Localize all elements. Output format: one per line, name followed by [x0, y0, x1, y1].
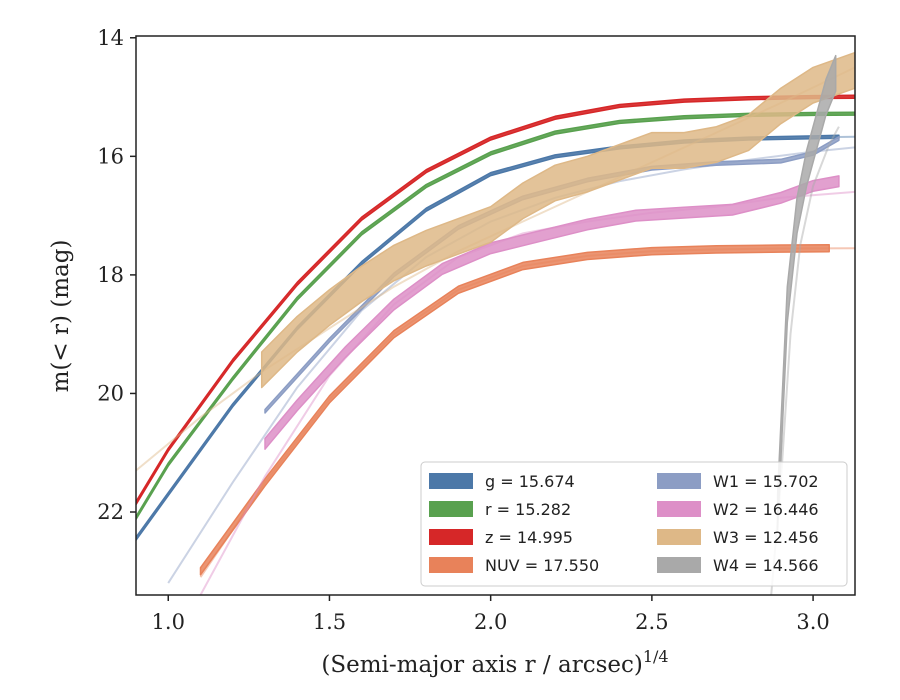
- profile-band-1: [136, 111, 855, 521]
- tick-layer: 1.0 1.5 2.0 2.5 3.0 14 16 18 20 22: [97, 26, 830, 634]
- legend-swatch-2: [429, 529, 473, 545]
- profile-band-7: [776, 54, 837, 531]
- y-tick-label: 20: [97, 381, 124, 405]
- profile-band-2: [136, 94, 855, 506]
- y-axis-label: m(< r) (mag): [48, 240, 74, 393]
- legend-box: [420, 461, 848, 587]
- x-tick-label: 2.0: [474, 610, 507, 634]
- series-6: [136, 51, 855, 472]
- profile-band-6: [260, 51, 855, 389]
- legend-label-5: W2 = 16.446: [713, 500, 819, 519]
- y-tick-label: 16: [97, 144, 124, 168]
- legend-swatch-7: [657, 557, 701, 573]
- legend-label-0: g = 15.674: [485, 472, 575, 491]
- legend-label-4: W1 = 15.702: [713, 472, 819, 491]
- x-axis-label-main: (Semi-major axis r / arcsec): [321, 652, 642, 678]
- x-tick-label: 1.5: [313, 610, 346, 634]
- x-axis-label-exponent: 1/4: [643, 647, 669, 666]
- x-axis-label: (Semi-major axis r / arcsec)1/4: [321, 647, 668, 678]
- profile-band-3: [199, 243, 830, 576]
- legend-label-1: r = 15.282: [485, 500, 571, 519]
- profile-band-5: [264, 175, 840, 450]
- model-curve-2: [136, 95, 855, 504]
- legend-swatch-4: [657, 473, 701, 489]
- legend-swatch-3: [429, 557, 473, 573]
- series-2: [136, 94, 855, 506]
- legend-label-7: W4 = 14.566: [713, 556, 819, 575]
- legend-label-6: W3 = 12.456: [713, 528, 819, 547]
- x-tick-label: 3.0: [796, 610, 829, 634]
- series-5: [199, 175, 855, 595]
- y-tick-label: 14: [97, 26, 124, 50]
- legend-label-3: NUV = 17.550: [485, 556, 599, 575]
- legend-swatch-6: [657, 529, 701, 545]
- y-tick-label: 22: [97, 500, 124, 524]
- legend: g = 15.674 r = 15.282 z = 14.995 NUV = 17.5…: [420, 461, 848, 587]
- x-tick-label: 1.0: [152, 610, 185, 634]
- legend-swatch-1: [429, 501, 473, 517]
- legend-swatch-5: [657, 501, 701, 517]
- legend-label-2: z = 14.995: [485, 528, 573, 547]
- series-3: [199, 243, 855, 578]
- y-tick-label: 18: [97, 263, 124, 287]
- legend-swatch-0: [429, 473, 473, 489]
- plot-frame: [135, 35, 856, 596]
- x-tick-label: 2.5: [635, 610, 668, 634]
